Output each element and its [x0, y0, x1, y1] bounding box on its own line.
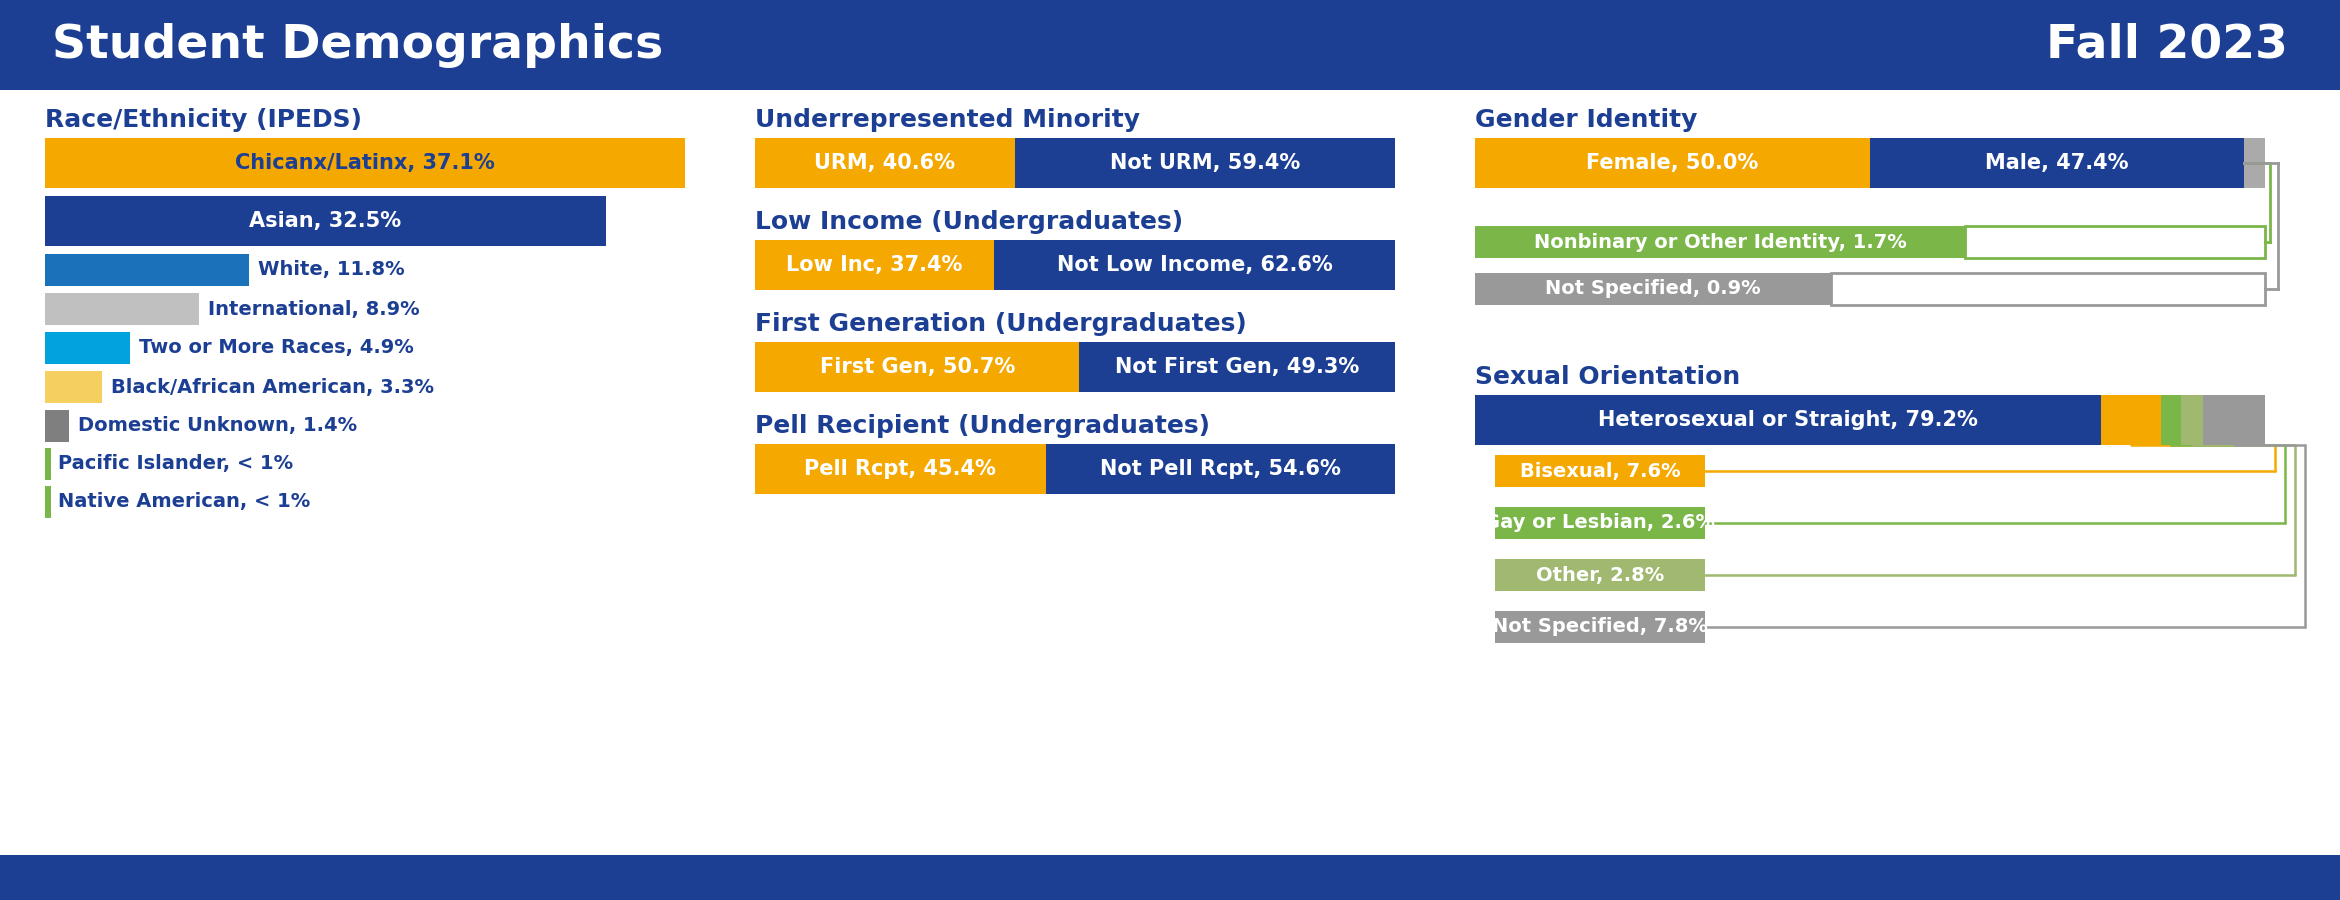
Bar	[1495, 455, 1706, 487]
Text: Not First Gen, 49.3%: Not First Gen, 49.3%	[1116, 357, 1360, 377]
Text: Chicanx/Latinx, 37.1%: Chicanx/Latinx, 37.1%	[234, 153, 494, 173]
Text: White, 11.8%: White, 11.8%	[257, 260, 405, 280]
Text: Native American, < 1%: Native American, < 1%	[58, 492, 311, 511]
Text: Not Pell Rcpt, 54.6%: Not Pell Rcpt, 54.6%	[1100, 459, 1341, 479]
Bar	[0, 0, 2340, 90]
Text: Not URM, 59.4%: Not URM, 59.4%	[1109, 153, 1301, 173]
Bar	[0, 855, 2340, 900]
Text: Pell Rcpt, 45.4%: Pell Rcpt, 45.4%	[805, 459, 997, 479]
Text: Not Specified, 0.9%: Not Specified, 0.9%	[1544, 280, 1760, 299]
Text: Low Income (Undergraduates): Low Income (Undergraduates)	[756, 210, 1184, 234]
Text: First Gen, 50.7%: First Gen, 50.7%	[819, 357, 1016, 377]
Text: Two or More Races, 4.9%: Two or More Races, 4.9%	[138, 338, 414, 357]
Text: Not Low Income, 62.6%: Not Low Income, 62.6%	[1058, 255, 1331, 275]
Text: Student Demographics: Student Demographics	[51, 22, 662, 68]
Bar	[44, 138, 686, 188]
Text: Pell Recipient (Undergraduates): Pell Recipient (Undergraduates)	[756, 414, 1210, 438]
Bar	[1046, 444, 1395, 494]
Bar	[44, 254, 248, 286]
Bar	[1474, 395, 2101, 445]
Bar	[1870, 138, 2244, 188]
Bar	[756, 444, 1046, 494]
Text: Gender Identity: Gender Identity	[1474, 108, 1696, 132]
Text: Gay or Lesbian, 2.6%: Gay or Lesbian, 2.6%	[1484, 514, 1715, 533]
Text: Male, 47.4%: Male, 47.4%	[1984, 153, 2129, 173]
Bar	[2160, 395, 2181, 445]
Bar	[756, 138, 1016, 188]
Text: Other, 2.8%: Other, 2.8%	[1535, 565, 1664, 584]
Bar	[1495, 507, 1706, 539]
Text: Black/African American, 3.3%: Black/African American, 3.3%	[110, 377, 433, 397]
Bar	[44, 410, 70, 442]
Bar	[44, 293, 199, 325]
Bar	[756, 342, 1079, 392]
Text: Nonbinary or Other Identity, 1.7%: Nonbinary or Other Identity, 1.7%	[1533, 232, 1907, 251]
Bar	[2244, 138, 2265, 188]
Text: Asian, 32.5%: Asian, 32.5%	[250, 211, 402, 231]
Text: Underrepresented Minority: Underrepresented Minority	[756, 108, 1140, 132]
Text: Low Inc, 37.4%: Low Inc, 37.4%	[786, 255, 962, 275]
Bar	[44, 196, 606, 246]
Text: Fall 2023: Fall 2023	[2045, 22, 2289, 68]
Text: First Generation (Undergraduates): First Generation (Undergraduates)	[756, 312, 1247, 336]
Bar	[756, 240, 994, 290]
Bar	[2181, 395, 2204, 445]
Bar	[1474, 138, 1870, 188]
Bar	[1495, 611, 1706, 643]
Bar	[1474, 273, 1830, 305]
Text: Heterosexual or Straight, 79.2%: Heterosexual or Straight, 79.2%	[1598, 410, 1977, 430]
Bar	[1966, 226, 2265, 258]
Bar	[1016, 138, 1395, 188]
Bar	[44, 448, 51, 480]
Text: International, 8.9%: International, 8.9%	[208, 300, 419, 319]
Text: Sexual Orientation: Sexual Orientation	[1474, 365, 1741, 389]
Bar	[1474, 226, 1966, 258]
Text: Pacific Islander, < 1%: Pacific Islander, < 1%	[58, 454, 292, 473]
Text: Not Specified, 7.8%: Not Specified, 7.8%	[1493, 617, 1708, 636]
Text: Female, 50.0%: Female, 50.0%	[1587, 153, 1760, 173]
Bar	[1495, 559, 1706, 591]
Bar	[2204, 395, 2265, 445]
Bar	[2101, 395, 2160, 445]
Bar	[44, 486, 51, 518]
Bar	[994, 240, 1395, 290]
Text: Bisexual, 7.6%: Bisexual, 7.6%	[1519, 462, 1680, 481]
Bar	[44, 371, 103, 403]
Bar	[44, 332, 129, 364]
Text: URM, 40.6%: URM, 40.6%	[814, 153, 955, 173]
Bar	[1079, 342, 1395, 392]
Bar	[1830, 273, 2265, 305]
Text: Domestic Unknown, 1.4%: Domestic Unknown, 1.4%	[77, 417, 358, 436]
Text: Race/Ethnicity (IPEDS): Race/Ethnicity (IPEDS)	[44, 108, 363, 132]
